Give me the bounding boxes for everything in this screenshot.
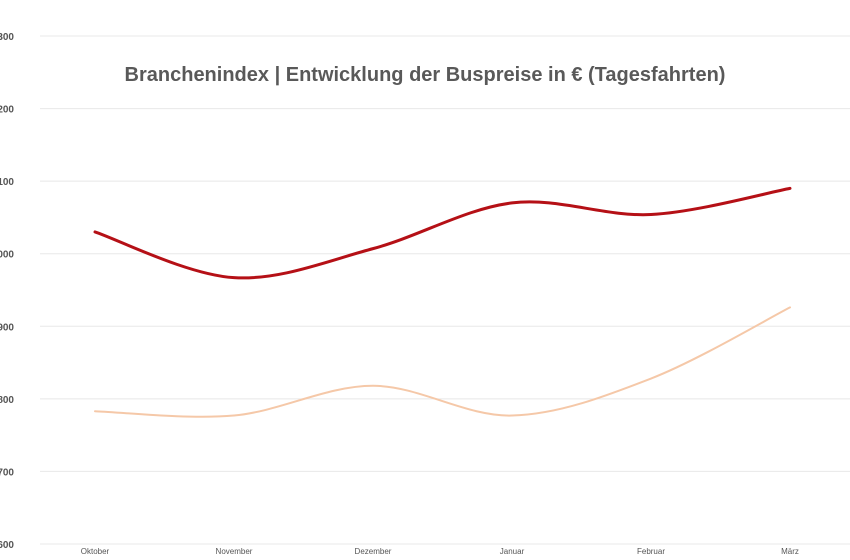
x-tick-label: November: [216, 547, 253, 556]
x-axis: Oktober November Dezember Januar Februar März: [81, 547, 799, 556]
y-tick-label: 900: [0, 322, 14, 333]
series-line-1: [93, 186, 792, 280]
y-tick-label: 300: [0, 32, 14, 43]
x-tick-label: Oktober: [81, 547, 110, 556]
y-tick-label: 000: [0, 250, 14, 261]
x-tick-label: Februar: [637, 547, 665, 556]
series-lines: [93, 186, 792, 418]
y-tick-label: 600: [0, 540, 14, 551]
x-tick-label: März: [781, 547, 799, 556]
y-tick-label: 800: [0, 395, 14, 406]
gridlines: [40, 35, 850, 545]
y-axis: 300 200 100 000 900 800 700 600: [0, 32, 14, 551]
x-tick-label: Januar: [500, 547, 525, 556]
chart-title: Branchenindex | Entwicklung der Buspreis…: [125, 64, 726, 86]
y-tick-label: 200: [0, 105, 14, 116]
series-line-2: [94, 306, 791, 418]
x-tick-label: Dezember: [355, 547, 392, 556]
y-tick-label: 700: [0, 467, 14, 478]
y-tick-label: 100: [0, 177, 14, 188]
